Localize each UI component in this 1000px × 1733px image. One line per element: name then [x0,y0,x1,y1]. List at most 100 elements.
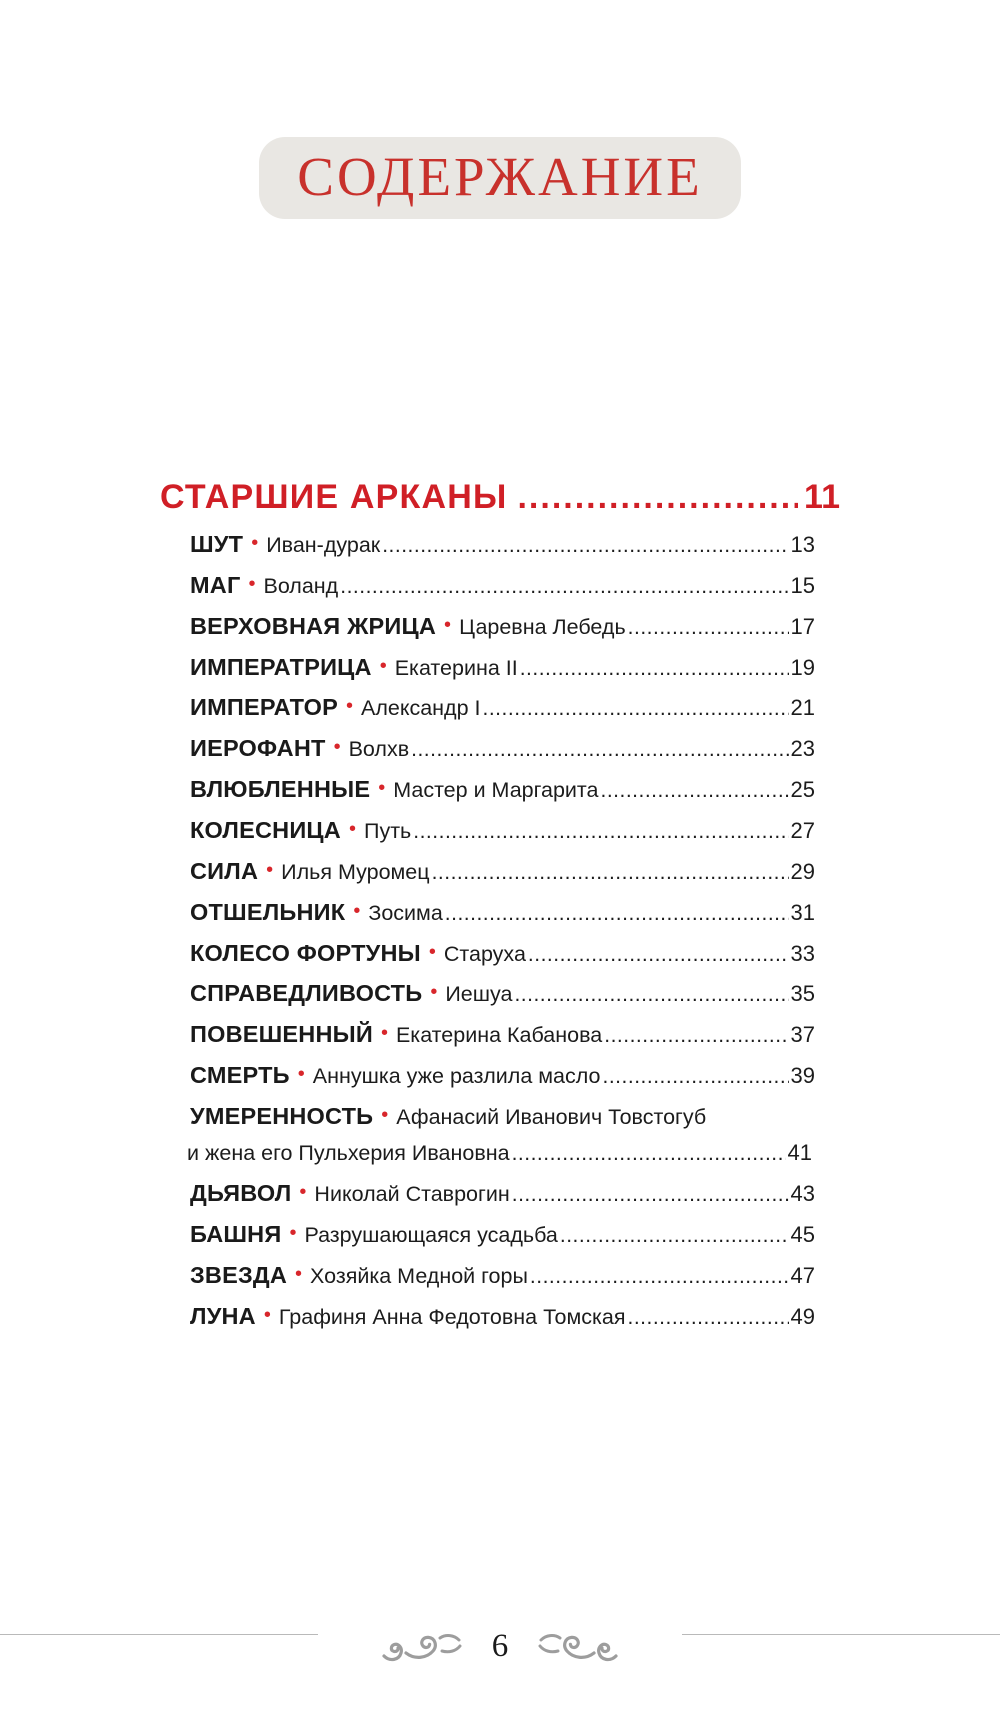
toc-entry[interactable]: ИМПЕРАТОР • Александр I...................… [190,694,815,721]
toc-entry[interactable]: ДЬЯВОЛ • Николай Ставрогин................… [190,1180,815,1207]
toc-entry-page-number: 27 [790,818,815,844]
toc-entry-page-number: 47 [790,1262,815,1288]
toc-entry-subtitle: Разрушающаяся усадьба [304,1223,558,1247]
bullet-separator-icon: • [295,1262,303,1285]
section-dot-leader: ........................................… [517,478,799,516]
bullet-separator-icon: • [251,532,259,554]
bullet-separator-icon: • [353,899,361,922]
toc-entry-page-number: 31 [790,899,815,925]
toc-entry-name: ОТШЕЛЬНИК [190,898,346,925]
toc-entry[interactable]: ШУТ • Иван-дурак..........................… [190,531,815,558]
toc-entry-page-number: 41 [787,1140,812,1166]
bullet-separator-icon: • [248,572,256,595]
toc-entry[interactable]: КОЛЕСНИЦА • Путь..........................… [190,817,815,844]
toc-entry-name: КОЛЕСНИЦА [190,817,341,844]
toc-entry-page-number: 19 [790,654,815,680]
toc-dot-leader: ........................................… [511,1142,786,1166]
section-page-number: 11 [804,478,840,516]
bullet-separator-icon: • [299,1181,307,1204]
toc-dot-leader: ........................................… [411,738,788,762]
toc-entry[interactable]: ВЕРХОВНАЯ ЖРИЦА • Царевна Лебедь..........… [190,613,815,640]
toc-entry[interactable]: СПРАВЕДЛИВОСТЬ • Иешуа....................… [190,980,815,1007]
toc-entry[interactable]: МАГ • Воланд..............................… [190,572,815,599]
toc-entry-subtitle: Мастер и Маргарита [393,778,599,803]
toc-entry[interactable]: СИЛА • Илья Муромец.......................… [190,858,815,885]
toc-dot-leader: ........................................… [602,1065,789,1089]
toc-entry[interactable]: СМЕРТЬ • Аннушка уже разлила масло........… [190,1062,815,1089]
title-banner: СОДЕРЖАНИЕ [259,137,741,219]
flourish-ornament-left-icon [380,1629,466,1668]
toc-entry-name: ЛУНА [190,1302,256,1329]
toc-dot-leader: ........................................… [559,1224,789,1247]
toc-entry[interactable]: ВЛЮБЛЕННЫЕ • Мастер и Маргарита...........… [190,776,815,803]
page-footer: 6 [0,1608,1000,1688]
toc-entry-name: БАШНЯ [190,1221,282,1247]
toc-entry[interactable]: ОТШЕЛЬНИК • Зосима........................… [190,899,815,926]
toc-entry-page-number: 13 [790,532,815,557]
toc-entry-subtitle: Воланд [263,573,339,598]
toc-entry-subtitle: Хозяйка Медной горы [310,1263,528,1288]
toc-entry-second-line: и жена его Пульхерия Ивановна...........… [187,1140,812,1166]
toc-entry-name: ЗВЕЗДА [190,1261,288,1288]
bullet-separator-icon: • [348,818,356,841]
flourish-ornament-right-icon [534,1629,620,1668]
toc-entry-list: ШУТ • Иван-дурак..........................… [0,531,1000,1330]
toc-entry[interactable]: ИЕРОФАНТ • Волхв..........................… [190,735,815,762]
toc-entry-name: ШУТ [190,531,244,557]
toc-dot-leader: ........................................… [604,1024,788,1048]
toc-entry-name: ИМПЕРАТОР [190,694,338,721]
toc-entry-subtitle: Зосима [368,900,443,925]
toc-entry-name: ПОВЕШЕННЫЙ [190,1021,373,1048]
toc-entry-subtitle: Екатерина Кабанова [395,1023,603,1048]
toc-entry[interactable]: БАШНЯ • Разрушающаяся усадьба.............… [190,1221,815,1248]
toc-entry-page-number: 35 [790,981,815,1007]
toc-entry-subtitle: Графиня Анна Федотовна Томская [278,1304,626,1329]
toc-entry[interactable]: УМЕРЕННОСТЬ • Афанасий Иванович Товстогуб и… [187,1103,815,1167]
toc-entry-page-number: 45 [790,1222,815,1247]
toc-dot-leader: ........................................… [482,697,789,721]
toc-entry-name: ВЕРХОВНАЯ ЖРИЦА [190,612,437,639]
toc-entry[interactable]: ЗВЕЗДА • Хозяйка Медной горы..............… [190,1262,815,1289]
bullet-separator-icon: • [428,940,436,963]
toc-entry-name: ИЕРОФАНТ [190,735,326,762]
toc-entry-page-number: 37 [790,1022,815,1048]
bullet-separator-icon: • [430,981,438,1004]
bullet-separator-icon: • [297,1063,305,1086]
toc-entry[interactable]: ПОВЕШЕННЫЙ • Екатерина Кабанова...........… [190,1021,815,1048]
bullet-separator-icon: • [289,1222,297,1244]
bullet-separator-icon: • [378,777,386,800]
toc-section-heading[interactable]: СТАРШИЕ АРКАНЫ .........................… [0,478,1000,517]
toc-entry-page-number: 23 [790,736,815,762]
toc-entry-name: ДЬЯВОЛ [190,1180,292,1207]
toc-entry-subtitle: Аннушка уже разлила масло [312,1064,601,1089]
toc-entry-page-number: 43 [790,1181,815,1207]
toc-entry-subtitle: Александр I [360,696,481,721]
toc-entry-page-number: 39 [790,1063,815,1089]
toc-entry-name: УМЕРЕННОСТЬ [190,1103,374,1130]
toc-entry-subtitle: Иешуа [445,982,513,1007]
toc-dot-leader: ........................................… [627,1305,789,1329]
toc-entry[interactable]: ИМПЕРАТРИЦА • Екатерина II................… [190,654,815,681]
toc-entry-subtitle-continuation: и жена его Пульхерия Ивановна [187,1141,510,1166]
toc-entry[interactable]: ЛУНА • Графиня Анна Федотовна Томская.....… [190,1303,815,1330]
toc-entry-name: СМЕРТЬ [190,1062,290,1089]
bullet-separator-icon: • [381,1104,389,1127]
toc-entry-subtitle: Иван-дурак [266,533,381,557]
footer-divider-left [0,1634,318,1635]
toc-entry-subtitle: Старуха [443,941,526,966]
toc-dot-leader: ........................................… [519,656,789,680]
toc-entry[interactable]: КОЛЕСО ФОРТУНЫ • Старуха..................… [190,940,815,967]
toc-dot-leader: ........................................… [413,820,788,844]
bullet-separator-icon: • [444,613,452,636]
toc-dot-leader: ........................................… [431,860,789,884]
bullet-separator-icon: • [333,736,341,759]
toc-entry-page-number: 25 [790,777,815,803]
toc-entry-page-number: 49 [790,1303,815,1329]
toc-entry-name: ИМПЕРАТРИЦА [190,653,372,680]
toc-entry-name: СИЛА [190,857,259,884]
toc-entry-subtitle: Екатерина II [394,655,518,680]
title-banner-wrapper: СОДЕРЖАНИЕ [0,137,1000,219]
page-title: СОДЕРЖАНИЕ [297,145,703,207]
toc-dot-leader: ........................................… [627,615,789,639]
footer-divider-right [682,1634,1000,1635]
